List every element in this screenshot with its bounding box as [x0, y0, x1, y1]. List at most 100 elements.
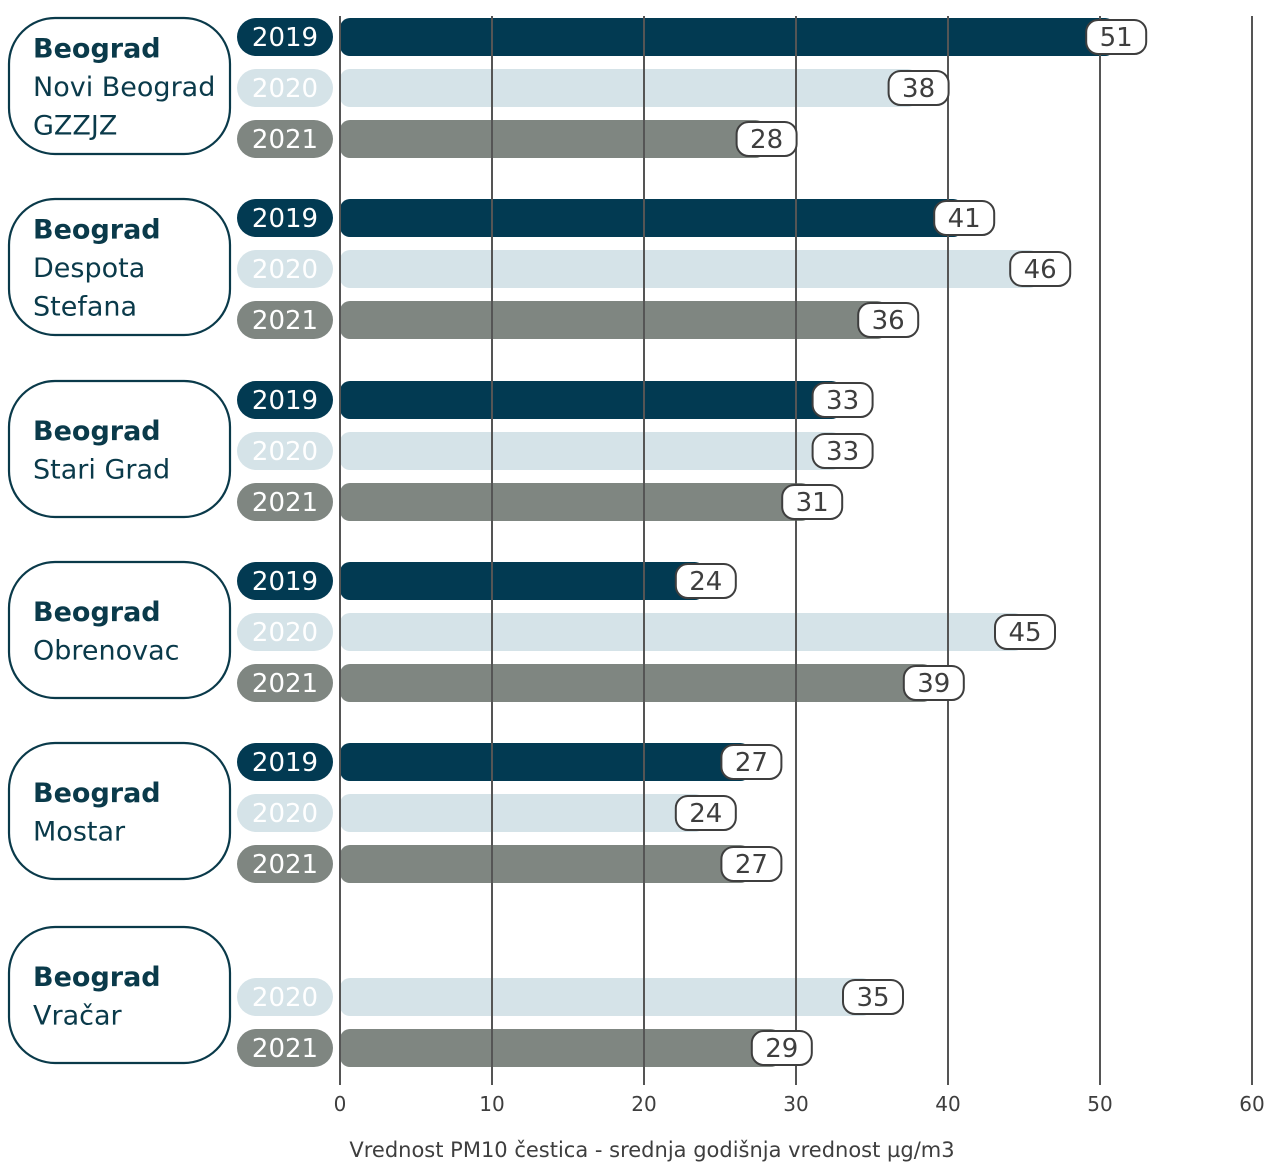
station-box — [7, 741, 232, 881]
year-pill — [237, 743, 333, 781]
station-box — [7, 16, 232, 156]
year-pill — [237, 69, 333, 107]
value-label-box — [811, 433, 874, 469]
value-labels: 51 38 28 41 46 36 33 33 31 24 45 39 27 24 27 35 29 — [674, 19, 1148, 1066]
year-pill — [237, 250, 333, 288]
year-pill — [237, 613, 333, 651]
year-pill — [237, 199, 333, 237]
station-box — [7, 379, 232, 519]
year-label: 2020 — [252, 799, 318, 829]
value-label: 24 — [689, 567, 722, 597]
year-label: 2020 — [252, 983, 318, 1013]
bar — [340, 120, 766, 158]
value-label-box — [750, 1030, 813, 1066]
year-pill — [237, 381, 333, 419]
value-label-box — [902, 665, 965, 701]
station-box — [7, 925, 232, 1065]
value-label-box — [674, 563, 737, 599]
bar — [340, 483, 812, 521]
year-pill — [237, 664, 333, 702]
station-location: Stefana — [33, 292, 137, 323]
year-label: 2021 — [252, 125, 318, 155]
value-label: 35 — [856, 983, 889, 1013]
value-label-box — [720, 744, 783, 780]
year-pill — [237, 120, 333, 158]
station-box — [7, 560, 232, 700]
bar — [340, 432, 842, 470]
bar — [340, 69, 918, 107]
bar — [340, 1029, 781, 1067]
station-name: Beograd — [33, 215, 161, 246]
year-label: 2021 — [252, 488, 318, 518]
year-pill — [237, 483, 333, 521]
x-axis-title: Vrednost PM10 čestica - srednja godišnja… — [349, 1138, 954, 1162]
value-label: 33 — [826, 437, 859, 467]
station-location: Stari Grad — [33, 454, 170, 485]
value-label-box — [781, 484, 844, 520]
year-pill — [237, 1029, 333, 1067]
value-label: 27 — [735, 850, 768, 880]
year-label: 2021 — [252, 306, 318, 336]
bar — [340, 18, 1116, 56]
year-pill — [237, 18, 333, 56]
year-label: 2019 — [252, 567, 318, 597]
x-axis-ticks: 0 10 20 30 40 50 60 — [334, 1092, 1265, 1116]
year-label: 2020 — [252, 437, 318, 467]
value-label: 46 — [1024, 255, 1057, 285]
year-label: 2021 — [252, 669, 318, 699]
station-location: Despota — [33, 253, 145, 284]
x-tick-label: 60 — [1239, 1092, 1264, 1116]
year-label: 2020 — [252, 255, 318, 285]
x-tick-label: 10 — [479, 1092, 504, 1116]
year-pill — [237, 794, 333, 832]
value-label-box — [735, 121, 798, 157]
value-label: 41 — [948, 204, 981, 234]
value-label: 29 — [765, 1034, 798, 1064]
bar — [340, 250, 1040, 288]
bars-layer: 2019 2020 2021 2019 2020 2021 2019 2020 2021 2019… — [237, 18, 1116, 1067]
value-label: 36 — [872, 306, 905, 336]
value-label: 24 — [689, 799, 722, 829]
station-name: Beograd — [33, 778, 161, 809]
value-label-box — [994, 614, 1056, 650]
bar — [340, 978, 872, 1016]
year-label: 2020 — [252, 618, 318, 648]
value-label-box — [842, 979, 904, 1015]
year-pill — [237, 978, 333, 1016]
value-label: 39 — [917, 669, 950, 699]
station-location: Mostar — [33, 816, 126, 847]
year-pill — [237, 301, 333, 339]
value-label: 45 — [1008, 618, 1041, 648]
bar — [340, 199, 964, 237]
value-label: 51 — [1100, 23, 1133, 53]
bar — [340, 845, 751, 883]
station-location: Novi Beograd — [33, 72, 215, 103]
value-label-box — [1085, 19, 1148, 55]
station-name: Beograd — [33, 416, 161, 447]
value-label-box — [933, 200, 996, 236]
bar — [340, 381, 842, 419]
value-label: 28 — [750, 125, 783, 155]
x-tick-label: 30 — [783, 1092, 808, 1116]
year-label: 2019 — [252, 23, 318, 53]
bar — [340, 613, 1024, 651]
x-tick-label: 0 — [334, 1092, 347, 1116]
gridlines — [339, 16, 1253, 1085]
station-name: Beograd — [33, 962, 161, 993]
year-label: 2021 — [252, 850, 318, 880]
station-location: Vračar — [33, 1000, 123, 1031]
value-label: 33 — [826, 386, 859, 416]
bar — [340, 743, 751, 781]
x-tick-label: 40 — [935, 1092, 960, 1116]
x-tick-label: 50 — [1087, 1092, 1112, 1116]
value-label: 27 — [735, 748, 768, 778]
bar — [340, 301, 888, 339]
year-label: 2019 — [252, 204, 318, 234]
bar — [340, 664, 933, 702]
year-label: 2020 — [252, 74, 318, 104]
value-label: 38 — [902, 74, 935, 104]
year-pill — [237, 845, 333, 883]
value-label: 31 — [796, 488, 829, 518]
x-tick-label: 20 — [631, 1092, 656, 1116]
station-box — [7, 197, 232, 337]
